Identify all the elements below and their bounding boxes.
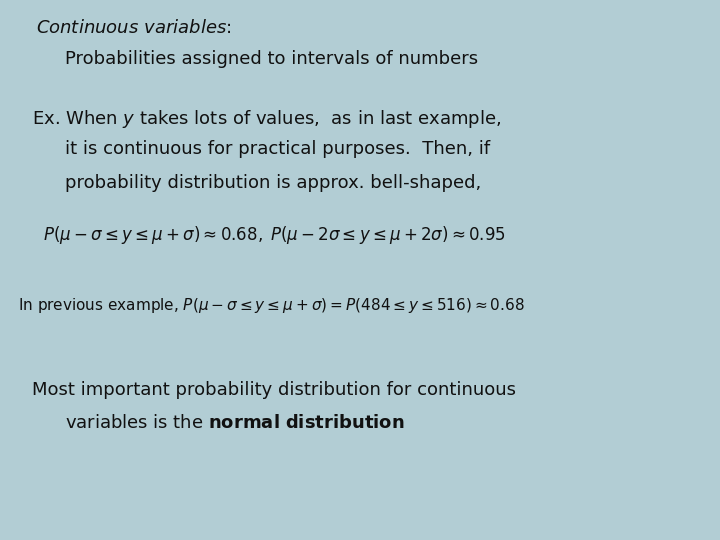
Text: variables is the $\bf{normal\ distribution}$: variables is the $\bf{normal\ distributi… [65, 414, 405, 432]
Text: probability distribution is approx. bell-shaped,: probability distribution is approx. bell… [65, 174, 481, 192]
Text: Probabilities assigned to intervals of numbers: Probabilities assigned to intervals of n… [65, 50, 478, 68]
Text: Ex. When $y$ takes lots of values,  as in last example,: Ex. When $y$ takes lots of values, as in… [32, 108, 502, 130]
Text: $\bf{\it{Continuous\ variables}}$:: $\bf{\it{Continuous\ variables}}$: [36, 19, 232, 37]
Text: $P(\mu-\sigma \leq y \leq \mu+\sigma) \approx 0.68, \; P(\mu-2\sigma \leq y \leq: $P(\mu-\sigma \leq y \leq \mu+\sigma) \a… [43, 224, 506, 246]
Text: In previous example, $P(\mu-\sigma \leq y \leq \mu+\sigma) = P(484 \leq y \leq 5: In previous example, $P(\mu-\sigma \leq … [18, 296, 525, 315]
Text: Most important probability distribution for continuous: Most important probability distribution … [32, 381, 516, 399]
Text: it is continuous for practical purposes.  Then, if: it is continuous for practical purposes.… [65, 140, 490, 158]
